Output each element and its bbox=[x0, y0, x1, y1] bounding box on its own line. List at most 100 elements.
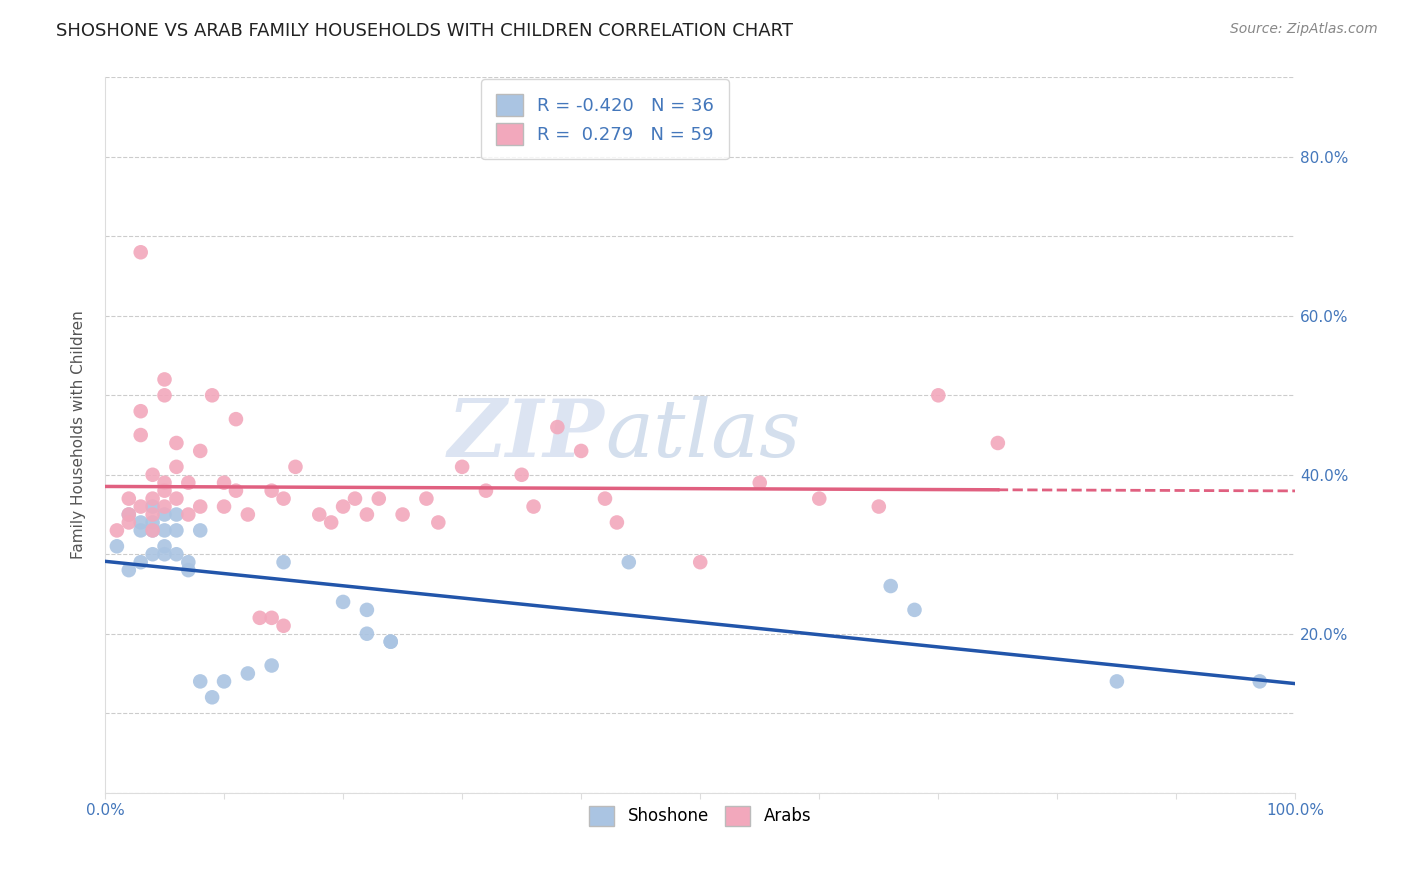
Point bbox=[356, 626, 378, 640]
Point bbox=[522, 500, 544, 514]
Point bbox=[748, 475, 770, 490]
Point bbox=[236, 666, 259, 681]
Point bbox=[1249, 674, 1271, 689]
Point bbox=[129, 428, 152, 442]
Point bbox=[118, 508, 141, 522]
Point bbox=[129, 404, 152, 418]
Point bbox=[177, 555, 200, 569]
Point bbox=[129, 555, 152, 569]
Point bbox=[153, 508, 176, 522]
Point bbox=[165, 491, 187, 506]
Point bbox=[606, 516, 628, 530]
Point bbox=[153, 372, 176, 386]
Point bbox=[153, 388, 176, 402]
Point bbox=[177, 475, 200, 490]
Point bbox=[165, 508, 187, 522]
Point bbox=[225, 483, 247, 498]
Point bbox=[260, 611, 283, 625]
Point bbox=[142, 516, 165, 530]
Point bbox=[153, 475, 176, 490]
Point bbox=[510, 467, 533, 482]
Text: SHOSHONE VS ARAB FAMILY HOUSEHOLDS WITH CHILDREN CORRELATION CHART: SHOSHONE VS ARAB FAMILY HOUSEHOLDS WITH … bbox=[56, 22, 793, 40]
Point bbox=[118, 491, 141, 506]
Point bbox=[165, 524, 187, 538]
Point bbox=[129, 516, 152, 530]
Point bbox=[546, 420, 568, 434]
Point bbox=[188, 500, 211, 514]
Point bbox=[879, 579, 901, 593]
Point bbox=[165, 459, 187, 474]
Point bbox=[188, 674, 211, 689]
Point bbox=[617, 555, 640, 569]
Point bbox=[415, 491, 437, 506]
Point bbox=[427, 516, 450, 530]
Point bbox=[689, 555, 711, 569]
Point bbox=[153, 547, 176, 561]
Point bbox=[332, 595, 354, 609]
Point bbox=[249, 611, 271, 625]
Point bbox=[142, 508, 165, 522]
Point bbox=[212, 500, 235, 514]
Point bbox=[380, 634, 402, 648]
Point bbox=[118, 516, 141, 530]
Point bbox=[142, 491, 165, 506]
Point bbox=[105, 539, 128, 553]
Point bbox=[808, 491, 831, 506]
Point bbox=[201, 388, 224, 402]
Point bbox=[129, 500, 152, 514]
Point bbox=[212, 475, 235, 490]
Point bbox=[142, 524, 165, 538]
Point bbox=[260, 658, 283, 673]
Point bbox=[177, 563, 200, 577]
Point bbox=[177, 508, 200, 522]
Point bbox=[153, 500, 176, 514]
Point bbox=[356, 508, 378, 522]
Point bbox=[153, 524, 176, 538]
Point bbox=[129, 245, 152, 260]
Point bbox=[367, 491, 389, 506]
Point bbox=[118, 508, 141, 522]
Point bbox=[332, 500, 354, 514]
Point bbox=[380, 634, 402, 648]
Point bbox=[868, 500, 890, 514]
Legend: Shoshone, Arabs: Shoshone, Arabs bbox=[581, 797, 820, 834]
Point bbox=[153, 483, 176, 498]
Point bbox=[142, 467, 165, 482]
Point bbox=[569, 444, 592, 458]
Point bbox=[356, 603, 378, 617]
Point bbox=[475, 483, 498, 498]
Point bbox=[153, 539, 176, 553]
Point bbox=[260, 483, 283, 498]
Point bbox=[129, 524, 152, 538]
Point bbox=[284, 459, 307, 474]
Point bbox=[212, 674, 235, 689]
Point bbox=[236, 508, 259, 522]
Point bbox=[225, 412, 247, 426]
Point bbox=[165, 547, 187, 561]
Point bbox=[273, 619, 295, 633]
Point bbox=[201, 690, 224, 705]
Text: atlas: atlas bbox=[605, 396, 800, 474]
Text: ZIP: ZIP bbox=[449, 396, 605, 474]
Point bbox=[105, 524, 128, 538]
Y-axis label: Family Households with Children: Family Households with Children bbox=[72, 310, 86, 559]
Point bbox=[273, 491, 295, 506]
Point bbox=[927, 388, 949, 402]
Point bbox=[451, 459, 474, 474]
Point bbox=[142, 524, 165, 538]
Point bbox=[903, 603, 925, 617]
Text: Source: ZipAtlas.com: Source: ZipAtlas.com bbox=[1230, 22, 1378, 37]
Point bbox=[273, 555, 295, 569]
Point bbox=[142, 500, 165, 514]
Point bbox=[321, 516, 343, 530]
Point bbox=[142, 547, 165, 561]
Point bbox=[165, 436, 187, 450]
Point bbox=[593, 491, 616, 506]
Point bbox=[343, 491, 366, 506]
Point bbox=[118, 563, 141, 577]
Point bbox=[987, 436, 1010, 450]
Point bbox=[308, 508, 330, 522]
Point bbox=[188, 524, 211, 538]
Point bbox=[1105, 674, 1128, 689]
Point bbox=[391, 508, 413, 522]
